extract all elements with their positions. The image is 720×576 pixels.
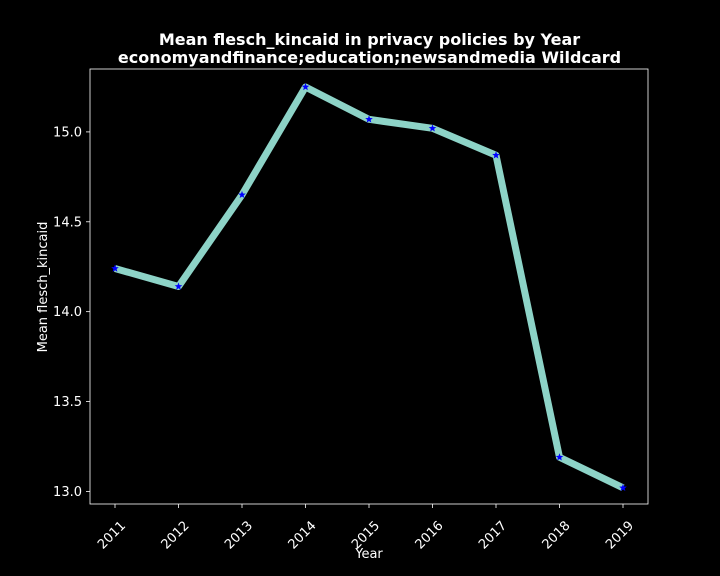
data-point-star — [428, 124, 437, 132]
data-point-star — [111, 264, 119, 272]
data-point-star — [619, 483, 627, 492]
y-tick-label: 14.5 — [53, 215, 82, 230]
y-axis-label: Mean flesch_kincaid — [36, 222, 51, 353]
x-tick-label: 2014 — [286, 518, 320, 552]
x-tick-label: 2019 — [603, 518, 637, 552]
x-tick-label: 2012 — [159, 518, 193, 552]
x-axis-label: Year — [354, 547, 383, 562]
x-tick-label: 2011 — [95, 518, 129, 552]
data-point-star — [492, 151, 500, 159]
y-axis: 13.0 13.5 14.0 14.5 15.0 — [53, 125, 90, 500]
y-tick-label: 13.0 — [53, 485, 82, 500]
x-tick-label: 2013 — [222, 518, 256, 552]
x-tick-label: 2016 — [413, 518, 447, 552]
series-line — [114, 83, 625, 491]
data-point-star — [174, 282, 183, 290]
x-tick-label: 2018 — [540, 518, 574, 552]
series-markers — [111, 82, 627, 492]
x-axis: 2011 2012 2013 2014 2015 2016 2017 2018 2019 — [95, 504, 637, 552]
y-tick-label: 15.0 — [53, 125, 82, 140]
chart-title: Mean flesch_kincaid in privacy policies … — [159, 30, 580, 49]
data-point-star — [555, 453, 564, 461]
x-tick-label: 2017 — [476, 518, 510, 552]
data-point-star — [365, 115, 373, 123]
y-tick-label: 13.5 — [53, 395, 82, 410]
data-point-star — [301, 82, 310, 91]
data-point-star — [238, 190, 246, 199]
y-tick-label: 14.0 — [53, 305, 82, 320]
chart-subtitle: economyandfinance;education;newsandmedia… — [118, 48, 621, 67]
